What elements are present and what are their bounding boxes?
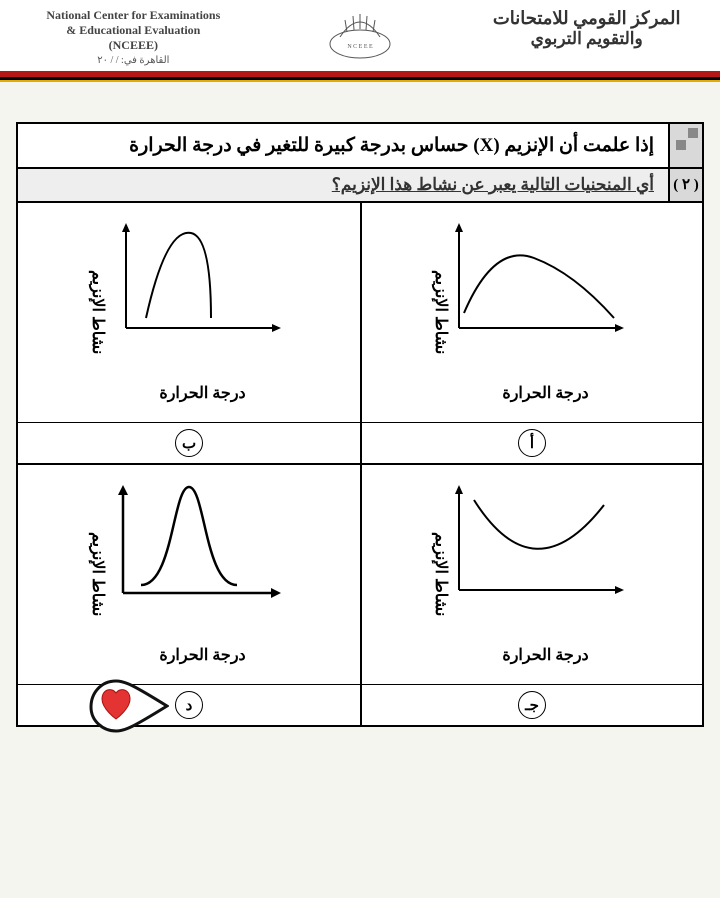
header-logo-area: N C E E E [247,8,474,67]
option-label-row-ba: ب [18,423,360,463]
plot-ba [111,223,294,379]
option-label-ba: ب [175,429,203,457]
option-label-row-jim: جـ [362,685,702,725]
xlabel-dal: درجة الحرارة [111,641,294,665]
option-label-alif: أ [518,429,546,457]
options-grid: نشاط الإنزيم درجة الحرارة [18,203,702,725]
document-header: المركز القومي للامتحانات والتقويم التربو… [0,0,720,71]
question-card: إذا علمت أن الإنزيم (X) حساس بدرجة كبيرة… [16,122,704,727]
ylabel-ba: نشاط الإنزيم [84,223,111,403]
org-name-ar-2: والتقويم التربوي [473,29,700,49]
question-stem: إذا علمت أن الإنزيم (X) حساس بدرجة كبيرة… [18,124,668,167]
chart-area-ba: نشاط الإنزيم درجة الحرارة [18,203,360,423]
chart-area-dal: نشاط الإنزيم درجة الحرارة [18,465,360,685]
option-label-row-dal: د [18,685,360,725]
heart-marker-icon [89,679,169,733]
xlabel-alif: درجة الحرارة [454,379,637,403]
xlabel-jim: درجة الحرارة [454,641,637,665]
header-arabic: المركز القومي للامتحانات والتقويم التربو… [473,8,700,49]
stripe-gold [0,80,720,82]
header-english: National Center for Examinations & Educa… [20,8,247,66]
org-name-en-1: National Center for Examinations [20,8,247,23]
plot-alif [454,223,637,379]
corner-decoration-icon [668,124,702,167]
question-number: ( ٢ ) [668,169,702,201]
option-label-jim: جـ [518,691,546,719]
date-line: القاهرة في: / / ٢٠ [20,55,247,66]
org-name-ar-1: المركز القومي للامتحانات [473,8,700,29]
header-stripes [0,71,720,82]
chart-area-jim: نشاط الإنزيم درجة الحرارة [362,465,702,685]
ylabel-jim: نشاط الإنزيم [427,485,454,665]
org-name-en-2: & Educational Evaluation [20,23,247,38]
option-jim[interactable]: نشاط الإنزيم درجة الحرارة [360,465,702,725]
question-stem-row: إذا علمت أن الإنزيم (X) حساس بدرجة كبيرة… [18,124,702,169]
ylabel-alif: نشاط الإنزيم [427,223,454,403]
plot-dal [111,485,294,641]
option-label-dal: د [175,691,203,719]
plot-jim [454,485,637,641]
option-label-row-alif: أ [362,423,702,463]
option-dal[interactable]: نشاط الإنزيم درجة الحرارة [18,465,360,725]
option-ba[interactable]: نشاط الإنزيم درجة الحرارة [18,203,360,465]
question-prompt-row: ( ٢ ) أي المنحنيات التالية يعبر عن نشاط … [18,169,702,203]
ylabel-dal: نشاط الإنزيم [84,485,111,665]
option-alif[interactable]: نشاط الإنزيم درجة الحرارة [360,203,702,465]
nceee-logo-icon: N C E E E [325,12,395,62]
question-prompt: أي المنحنيات التالية يعبر عن نشاط هذا ال… [18,169,668,201]
org-name-en-3: (NCEEE) [20,38,247,53]
chart-area-alif: نشاط الإنزيم درجة الحرارة [362,203,702,423]
svg-text:N C E E E: N C E E E [347,44,373,50]
xlabel-ba: درجة الحرارة [111,379,294,403]
